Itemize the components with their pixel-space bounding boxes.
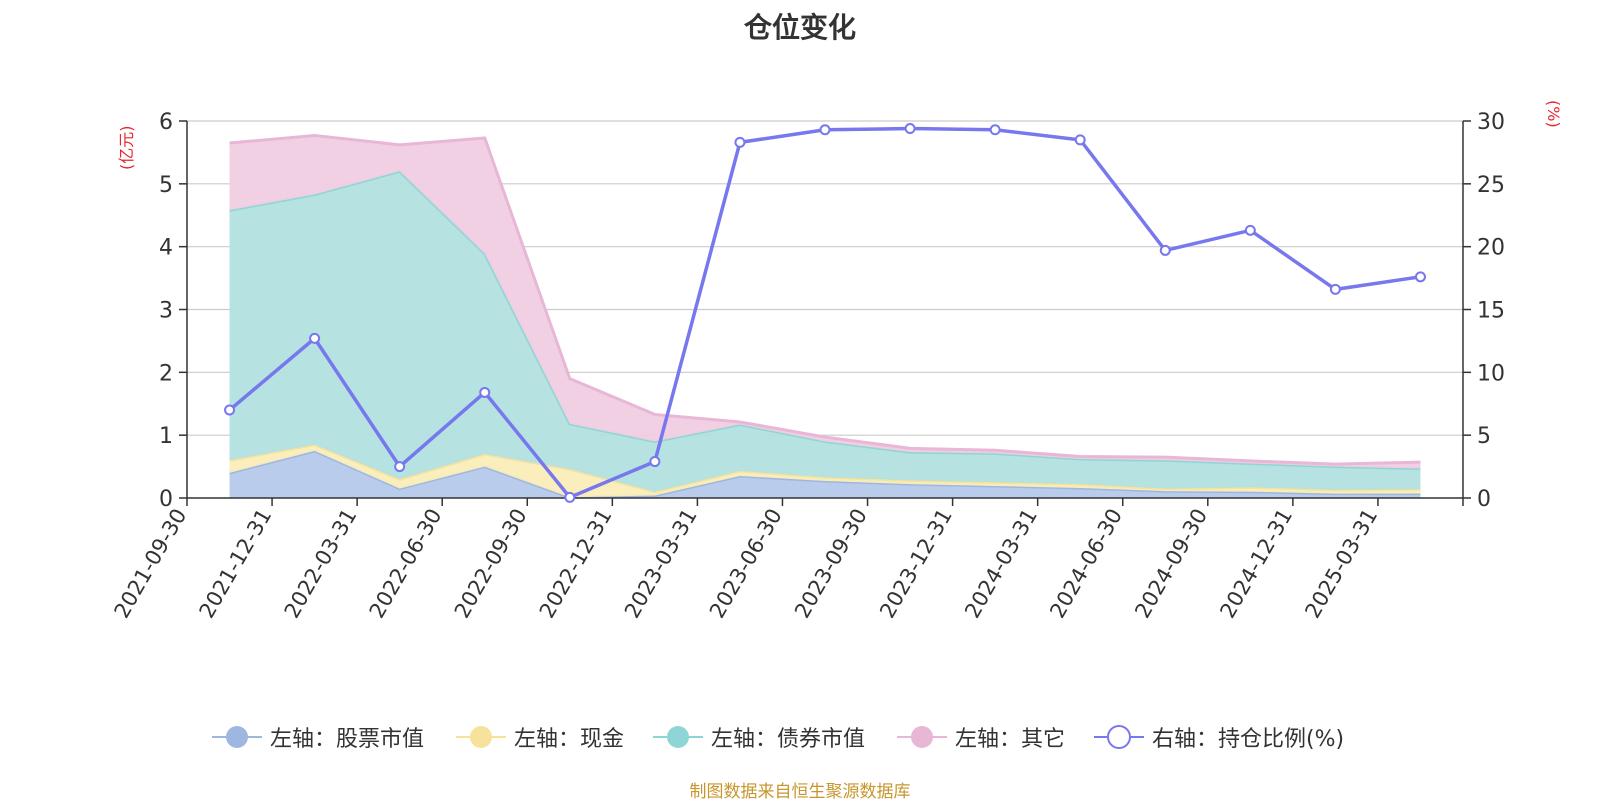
right-axis-tick-label: 15 <box>1477 299 1505 324</box>
area-series-3 <box>229 135 1421 469</box>
x-axis-tick-label: 2021-12-31 <box>195 505 277 623</box>
legend-marker-ratio <box>1094 725 1144 749</box>
ratio-point <box>309 332 321 344</box>
legend-item-stock[interactable]: 左轴：股票市值 <box>212 722 424 752</box>
legend-marker-bond <box>653 726 703 748</box>
right-axis-tick-label: 5 <box>1477 424 1491 449</box>
left-axis-tick-label: 4 <box>159 236 173 261</box>
legend-item-other[interactable]: 左轴：其它 <box>897 722 1065 752</box>
left-axis-tick-label: 6 <box>159 110 173 135</box>
chart-title: 仓位变化 <box>743 11 856 44</box>
left-axis-tick-label: 1 <box>159 424 173 449</box>
right-axis-tick-label: 25 <box>1477 173 1505 198</box>
legend-item-cash[interactable]: 左轴：现金 <box>456 722 624 752</box>
x-axis-tick-label: 2022-12-31 <box>535 505 617 623</box>
x-axis-tick-label: 2024-06-30 <box>1045 505 1127 623</box>
x-axis-tick-label: 2024-09-30 <box>1130 505 1212 623</box>
area-series-1 <box>229 444 1421 498</box>
area-series-0 <box>229 450 1421 498</box>
legend-item-ratio[interactable]: 右轴：持仓比例(%) <box>1094 722 1344 752</box>
legend-label-stock: 左轴：股票市值 <box>270 727 425 752</box>
left-axis-tick-label: 5 <box>159 173 173 198</box>
ratio-point <box>479 386 491 398</box>
ratio-point <box>1074 134 1086 146</box>
left-axis-tick-label: 2 <box>159 361 173 386</box>
x-axis-tick-label: 2022-03-31 <box>280 505 362 623</box>
data-source-note: 制图数据来自恒生聚源数据库 <box>689 782 911 802</box>
ratio-point <box>1414 271 1426 283</box>
x-axis-tick-label: 2024-12-31 <box>1215 505 1297 623</box>
left-axis-tick-label: 3 <box>159 299 173 324</box>
right-axis-tick-label: 10 <box>1477 361 1505 386</box>
x-axis-tick-label: 2023-03-31 <box>620 505 702 623</box>
x-axis-tick-label: 2023-06-30 <box>705 505 787 623</box>
x-axis-tick-label: 2025-03-31 <box>1300 505 1382 623</box>
legend-label-bond: 左轴：债券市值 <box>711 727 866 752</box>
x-axis-tick-label: 2022-09-30 <box>450 505 532 623</box>
legend-marker-cash <box>456 726 506 748</box>
ratio-point <box>394 461 406 473</box>
legend-marker-stock <box>212 726 262 748</box>
ratio-point <box>1244 224 1256 236</box>
ratio-point <box>819 124 831 136</box>
legend-item-bond[interactable]: 左轴：债券市值 <box>653 722 865 752</box>
ratio-point <box>1159 244 1171 256</box>
ratio-point <box>224 404 236 416</box>
legend: 左轴：股票市值 左轴：现金 左轴：债券市值 左轴：其它 右轴：持仓比例(%) <box>0 722 1600 752</box>
right-axis-tick-label: 0 <box>1477 487 1491 512</box>
x-axis-tick-label: 2023-12-31 <box>875 505 957 623</box>
legend-label-other: 左轴：其它 <box>955 727 1066 752</box>
ratio-point <box>649 456 661 468</box>
right-axis-tick-label: 20 <box>1477 236 1505 261</box>
area-series-2 <box>229 171 1421 492</box>
ratio-point <box>734 136 746 148</box>
left-axis-tick-label: 0 <box>159 487 173 512</box>
ratio-point <box>989 124 1001 136</box>
x-axis-tick-label: 2021-09-30 <box>110 505 192 623</box>
legend-label-ratio: 右轴：持仓比例(%) <box>1152 727 1345 752</box>
x-axis-tick-label: 2024-03-31 <box>960 505 1042 623</box>
ratio-point <box>1329 283 1341 295</box>
x-axis-tick-label: 2022-06-30 <box>365 505 447 623</box>
x-axis-tick-label: 2023-09-30 <box>790 505 872 623</box>
ratio-point <box>904 123 916 135</box>
ratio-point <box>564 491 576 503</box>
legend-marker-other <box>897 726 947 748</box>
right-axis-tick-label: 30 <box>1477 110 1505 135</box>
area-line-series-3 <box>229 133 1421 466</box>
legend-label-cash: 左轴：现金 <box>514 727 625 752</box>
